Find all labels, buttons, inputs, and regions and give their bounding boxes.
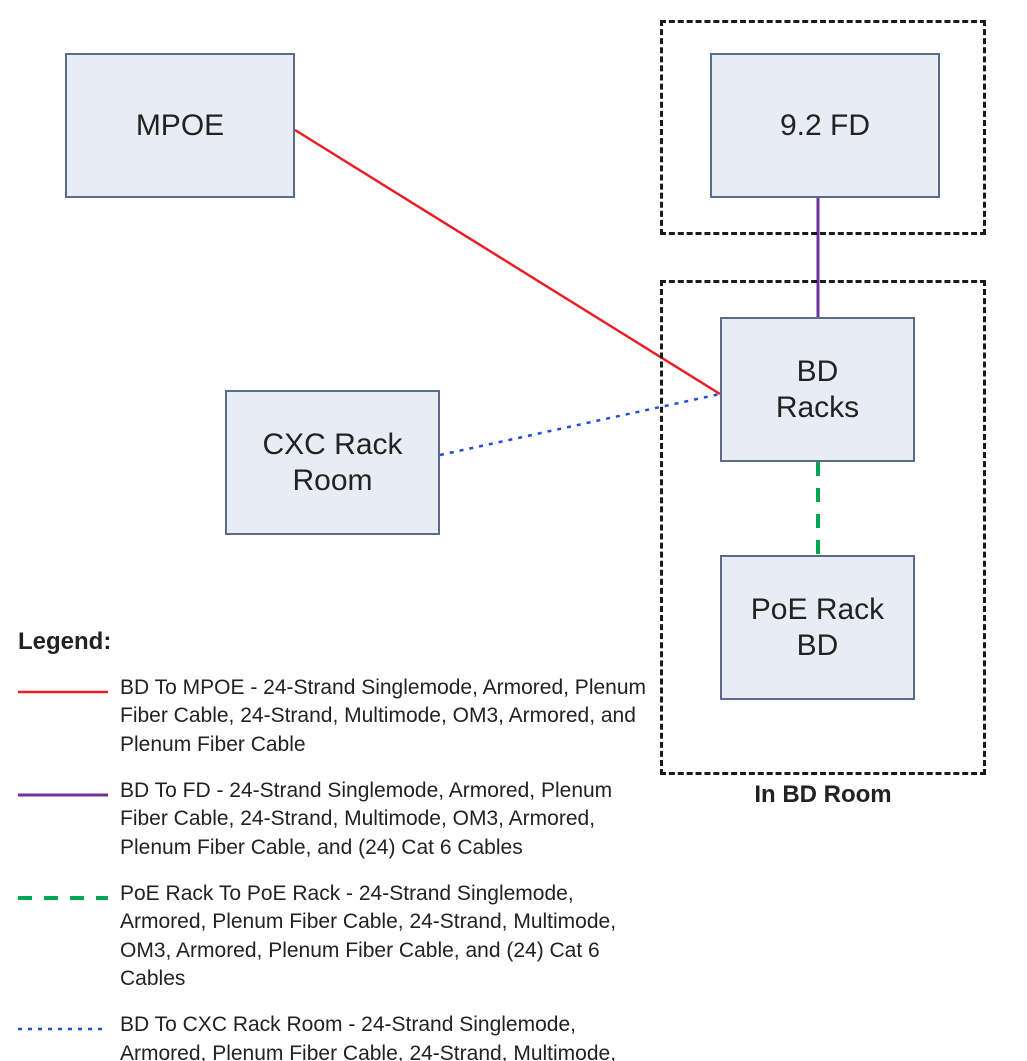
legend-swatch bbox=[18, 783, 108, 807]
container-bd-room-label: In BD Room bbox=[660, 781, 986, 809]
legend-title: Legend: bbox=[18, 628, 658, 656]
node-fd: 9.2 FD bbox=[710, 53, 940, 198]
legend-swatch bbox=[18, 886, 108, 910]
node-mpoe-label: MPOE bbox=[136, 108, 224, 144]
node-poerack-label: PoE RackBD bbox=[751, 592, 884, 664]
node-fd-label: 9.2 FD bbox=[780, 108, 870, 144]
edge-mpoe-bd bbox=[295, 130, 720, 394]
legend-text: BD To MPOE - 24-Strand Singlemode, Armor… bbox=[120, 674, 658, 759]
node-poe-rack: PoE RackBD bbox=[720, 555, 915, 700]
legend-swatch bbox=[18, 680, 108, 704]
node-cxc-label: CXC RackRoom bbox=[262, 427, 402, 499]
legend: Legend: BD To MPOE - 24-Strand Singlemod… bbox=[18, 628, 658, 1061]
legend-text: BD To FD - 24-Strand Singlemode, Armored… bbox=[120, 777, 658, 862]
legend-swatch bbox=[18, 1017, 108, 1041]
legend-text: PoE Rack To PoE Rack - 24-Strand Singlem… bbox=[120, 880, 658, 993]
node-bdracks-label: BDRacks bbox=[776, 354, 859, 426]
legend-row: BD To CXC Rack Room - 24-Strand Singlemo… bbox=[18, 1011, 658, 1061]
legend-row: PoE Rack To PoE Rack - 24-Strand Singlem… bbox=[18, 880, 658, 993]
legend-row: BD To MPOE - 24-Strand Singlemode, Armor… bbox=[18, 674, 658, 759]
node-bd-racks: BDRacks bbox=[720, 317, 915, 462]
node-mpoe: MPOE bbox=[65, 53, 295, 198]
node-cxc: CXC RackRoom bbox=[225, 390, 440, 535]
legend-row: BD To FD - 24-Strand Singlemode, Armored… bbox=[18, 777, 658, 862]
legend-text: BD To CXC Rack Room - 24-Strand Singlemo… bbox=[120, 1011, 658, 1061]
